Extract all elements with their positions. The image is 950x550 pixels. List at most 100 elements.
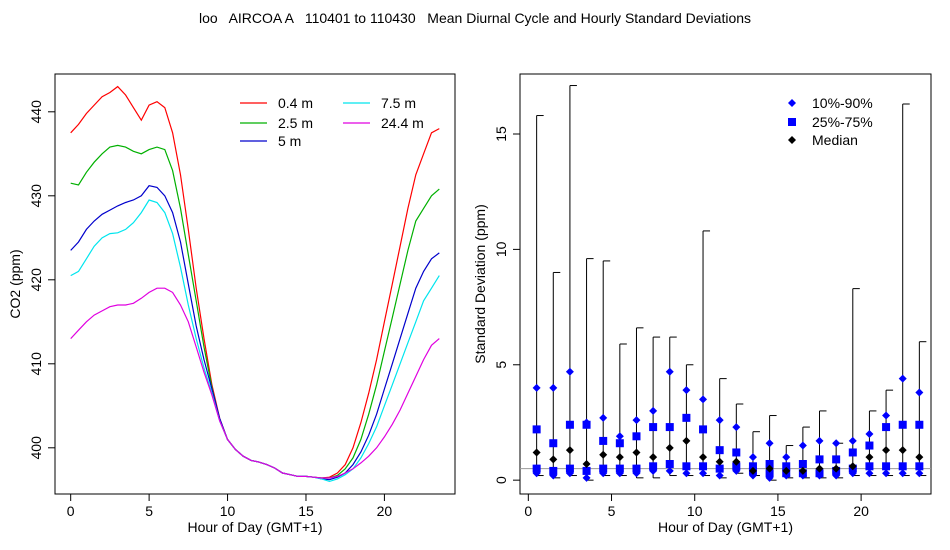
marker-25-75 [732, 448, 741, 457]
marker-10-90 [798, 441, 807, 450]
plot-frame [54, 73, 456, 495]
marker-median [665, 443, 674, 452]
legend-label: 25%-75% [812, 114, 873, 130]
legend-label: 7.5 m [381, 95, 416, 111]
marker-25-75 [582, 466, 591, 475]
marker-25-75 [615, 464, 624, 473]
marker-median [549, 455, 558, 464]
marker-10-90 [782, 471, 791, 480]
marker-25-75 [748, 462, 757, 471]
marker-10-90 [865, 469, 874, 478]
marker-10-90 [765, 473, 774, 482]
marker-median [815, 464, 824, 473]
marker-10-90 [732, 423, 741, 432]
marker-10-90 [632, 416, 641, 425]
marker-10-90 [765, 439, 774, 448]
series-line-0-4-m [70, 85, 440, 479]
chart-1-series [70, 85, 440, 483]
marker-10-90 [715, 416, 724, 425]
marker-median [532, 448, 541, 457]
marker-10-90 [532, 383, 541, 392]
marker-median [748, 466, 757, 475]
marker-10-90 [848, 469, 857, 478]
marker-median [699, 453, 708, 462]
marker-10-90 [599, 413, 608, 422]
marker-median [898, 446, 907, 455]
marker-10-90 [665, 367, 674, 376]
marker-median [715, 457, 724, 466]
marker-25-75 [615, 439, 624, 448]
marker-median [798, 466, 807, 475]
marker-25-75 [865, 441, 874, 450]
x-tick-label: 15 [770, 503, 786, 519]
marker-median [882, 446, 891, 455]
marker-25-75 [665, 460, 674, 468]
marker-10-90 [815, 436, 824, 445]
chart-2-legend: 10%-90% 25%-75% Median [788, 95, 873, 148]
x-tick-label: 5 [145, 503, 153, 519]
marker-10-90 [632, 469, 641, 478]
marker-10-90 [848, 436, 857, 445]
marker-10-90 [549, 383, 558, 392]
legend-label: 0.4 m [278, 95, 313, 111]
legend-label: 24.4 m [381, 115, 424, 131]
marker-median [582, 460, 591, 468]
marker-10-90 [565, 367, 574, 376]
marker-25-75 [715, 464, 724, 473]
marker-10-90 [898, 374, 907, 383]
x-tick-label: 20 [377, 503, 393, 519]
marker-median [848, 462, 857, 471]
marker-25-75 [632, 432, 641, 441]
marker-25-75 [782, 462, 791, 471]
marker-10-90 [582, 418, 591, 427]
marker-median [682, 436, 691, 445]
marker-10-90 [898, 469, 907, 478]
marker-median [599, 450, 608, 459]
marker-25-75 [848, 448, 857, 457]
legend-label: 5 m [278, 133, 301, 149]
marker-median [915, 453, 924, 462]
legend-swatch [788, 99, 796, 107]
marker-10-90 [882, 469, 891, 478]
marker-10-90 [665, 466, 674, 475]
marker-median [649, 453, 658, 462]
y-tick-label: 10 [493, 241, 509, 257]
marker-median [615, 453, 624, 462]
marker-25-75 [865, 462, 874, 471]
marker-25-75 [532, 464, 541, 473]
marker-25-75 [549, 466, 558, 475]
marker-25-75 [532, 425, 541, 434]
marker-10-90 [748, 453, 757, 462]
y-tick-label: 15 [493, 126, 509, 142]
marker-median [632, 448, 641, 457]
y-tick-label: 5 [493, 361, 509, 369]
marker-median [732, 457, 741, 466]
marker-10-90 [832, 471, 841, 480]
marker-10-90 [915, 469, 924, 478]
marker-10-90 [915, 388, 924, 397]
marker-25-75 [882, 462, 891, 471]
legend-label: 2.5 m [278, 115, 313, 131]
y-tick-label: 430 [28, 184, 44, 208]
x-tick-label: 0 [67, 503, 75, 519]
marker-25-75 [649, 462, 658, 471]
marker-25-75 [765, 469, 774, 478]
marker-10-90 [599, 469, 608, 478]
marker-10-90 [682, 469, 691, 478]
x-axis-label: Hour of Day (GMT+1) [188, 519, 323, 535]
x-axis-label: Hour of Day (GMT+1) [658, 519, 793, 535]
marker-25-75 [798, 460, 807, 468]
legend-label: Median [812, 132, 858, 148]
marker-median [865, 453, 874, 462]
marker-10-90 [549, 471, 558, 480]
marker-10-90 [615, 469, 624, 478]
marker-25-75 [765, 460, 774, 468]
marker-10-90 [748, 471, 757, 480]
y-tick-label: 0 [493, 476, 509, 484]
marker-10-90 [798, 471, 807, 480]
marker-median [782, 466, 791, 475]
marker-25-75 [565, 464, 574, 473]
marker-10-90 [565, 469, 574, 478]
